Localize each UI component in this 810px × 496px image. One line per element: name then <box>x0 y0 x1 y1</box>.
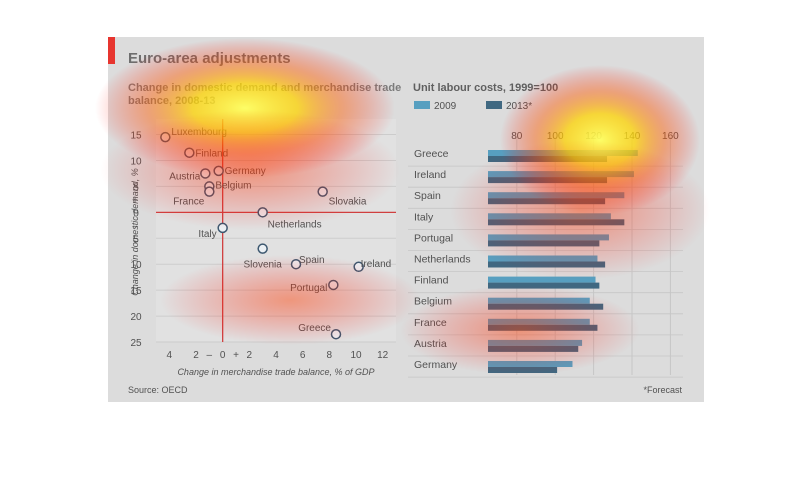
category-label: Spain <box>414 190 441 202</box>
bar <box>488 345 579 352</box>
bar <box>488 367 558 373</box>
point-label: Portugal <box>290 283 327 294</box>
bar <box>488 213 611 220</box>
scatter-point <box>317 186 328 197</box>
figure-title: Euro-area adjustments <box>128 50 291 67</box>
scatter-point <box>160 131 171 143</box>
category-label: Belgium <box>414 296 452 308</box>
bar <box>488 219 625 226</box>
y-tick-label: 20 <box>130 312 142 323</box>
y-tick-label: 15 <box>130 286 142 297</box>
category-label: Finland <box>414 275 449 287</box>
point-label: Finland <box>195 149 228 160</box>
chart-panel: Euro-area adjustments Change in domestic… <box>108 37 704 402</box>
bar <box>488 261 606 268</box>
bar <box>488 339 583 346</box>
bar <box>488 324 598 331</box>
point-label: Belgium <box>215 180 251 191</box>
chart-canvas: Euro-area adjustments Change in domestic… <box>108 37 683 395</box>
accent-bar <box>108 37 115 64</box>
x-tick-label: 140 <box>624 131 641 142</box>
bar <box>488 240 600 247</box>
x-tick-label: 2 <box>247 350 253 361</box>
y-tick-label: 25 <box>130 338 142 349</box>
legend-swatch <box>414 101 430 109</box>
bar <box>488 282 600 289</box>
bar <box>488 297 590 304</box>
x-tick-label: 80 <box>511 131 523 142</box>
point-label: Slovenia <box>243 260 282 271</box>
point-label: Austria <box>169 171 201 182</box>
point-label: Netherlands <box>268 219 322 230</box>
x-tick-label: 8 <box>327 350 333 361</box>
bar-chart: 2009 2013* 80 100 120 140 160 Greece Ireland Spai… <box>408 101 683 378</box>
x-tick-label: – <box>207 350 213 361</box>
x-tick-label: 6 <box>300 350 306 361</box>
scatter-point <box>184 147 195 158</box>
scatter-point <box>257 243 268 254</box>
x-tick-label: 10 <box>350 350 362 361</box>
category-label: Ireland <box>414 169 446 181</box>
x-tick-label: 2 <box>193 350 199 361</box>
source-note: Source: OECD <box>128 385 188 395</box>
x-tick-label: + <box>233 350 239 361</box>
x-tick-label: 100 <box>547 131 564 142</box>
bar <box>488 303 604 310</box>
category-label: Austria <box>414 338 447 350</box>
scatter-point <box>257 207 268 218</box>
category-label: Greece <box>414 148 449 160</box>
bar <box>488 171 634 178</box>
x-tick-label: 120 <box>585 131 602 142</box>
y-axis-label: Change in domestic demand, % <box>130 168 140 296</box>
bar <box>488 234 609 241</box>
point-label: Spain <box>299 255 325 266</box>
x-tick-label: 4 <box>273 350 279 361</box>
category-label: Portugal <box>414 232 453 244</box>
bar <box>488 276 596 283</box>
y-tick-label: 10 <box>130 260 142 271</box>
bar <box>488 192 625 199</box>
bar-chart-title: Unit labour costs, 1999=100 <box>413 82 558 94</box>
category-label: Germany <box>414 359 458 371</box>
scatter-point <box>200 168 211 179</box>
bar <box>488 361 573 367</box>
scatter-title: Change in domestic demand and merchandis… <box>128 82 401 107</box>
y-tick-label: 10 <box>130 156 142 167</box>
legend-label: 2013* <box>506 101 532 112</box>
x-tick-label: 4 <box>167 350 173 361</box>
scatter-point <box>328 279 339 291</box>
bar <box>488 255 598 262</box>
category-label: Italy <box>414 211 434 223</box>
point-label: Slovakia <box>329 197 367 208</box>
forecast-footnote: *Forecast <box>643 385 682 395</box>
bar <box>488 318 590 325</box>
bar <box>488 150 638 156</box>
x-tick-label: 12 <box>377 350 389 361</box>
y-tick-label: 5 <box>133 234 139 245</box>
x-axis-label: Change in merchandise trade balance, % o… <box>177 367 374 377</box>
point-label: Ireland <box>361 259 392 270</box>
point-label: Germany <box>225 166 266 177</box>
bar <box>488 177 608 184</box>
y-tick-label: 15 <box>130 131 142 142</box>
x-tick-label: 160 <box>662 131 679 142</box>
scatter-point <box>330 328 342 340</box>
scatter-point <box>213 165 224 177</box>
point-label: France <box>173 197 205 208</box>
point-label: Italy <box>198 229 216 240</box>
category-label: France <box>414 317 447 329</box>
point-label: Luxembourg <box>171 127 227 138</box>
legend-swatch <box>486 101 502 109</box>
category-label: Netherlands <box>414 254 471 266</box>
bar <box>488 156 608 162</box>
x-tick-label: 0 <box>220 350 226 361</box>
point-label: Greece <box>298 323 331 334</box>
scatter-point <box>217 222 228 234</box>
legend-label: 2009 <box>434 101 457 112</box>
scatter-point <box>204 186 215 197</box>
bar <box>488 198 606 205</box>
